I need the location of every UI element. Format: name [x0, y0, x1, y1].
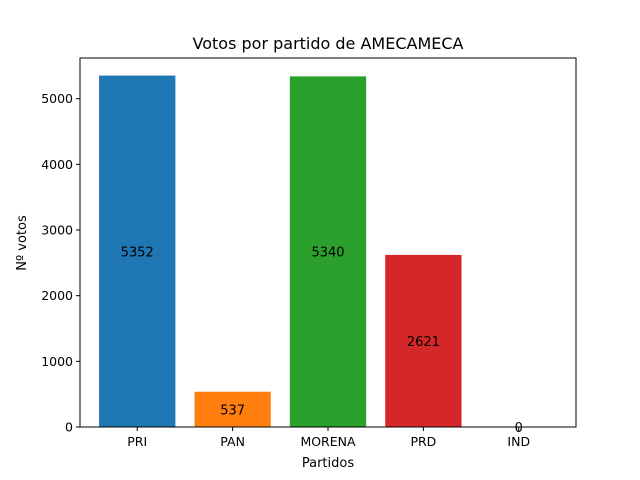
- x-tick-label-ind: IND: [507, 434, 530, 449]
- data-label-morena: 5340: [311, 246, 344, 261]
- y-tick-label: 4000: [41, 157, 73, 172]
- bar-pan: [194, 391, 271, 427]
- y-tick-label: 5000: [41, 91, 73, 106]
- y-tick-label: 3000: [41, 223, 73, 238]
- bar-pri: [99, 75, 176, 428]
- bar-prd: [385, 254, 462, 427]
- data-label-prd: 2621: [407, 335, 440, 350]
- data-label-pri: 5352: [121, 245, 154, 260]
- x-axis-label: Partidos: [302, 456, 354, 471]
- y-tick-label: 2000: [41, 288, 73, 303]
- y-tick-label: 0: [65, 420, 73, 435]
- y-tick-label: 1000: [41, 354, 73, 369]
- x-tick-label-pan: PAN: [220, 434, 245, 449]
- x-tick-label-prd: PRD: [410, 434, 436, 449]
- plot-area: 5352537534026210010002000300040005000PRI…: [41, 57, 577, 449]
- chart-title: Votos por partido de AMECAMECA: [193, 34, 464, 53]
- bar-morena: [289, 76, 367, 428]
- x-tick-label-morena: MORENA: [300, 434, 356, 449]
- y-axis-label: Nº votos: [15, 215, 30, 271]
- x-tick-label-pri: PRI: [127, 434, 147, 449]
- data-label-pan: 537: [220, 403, 245, 418]
